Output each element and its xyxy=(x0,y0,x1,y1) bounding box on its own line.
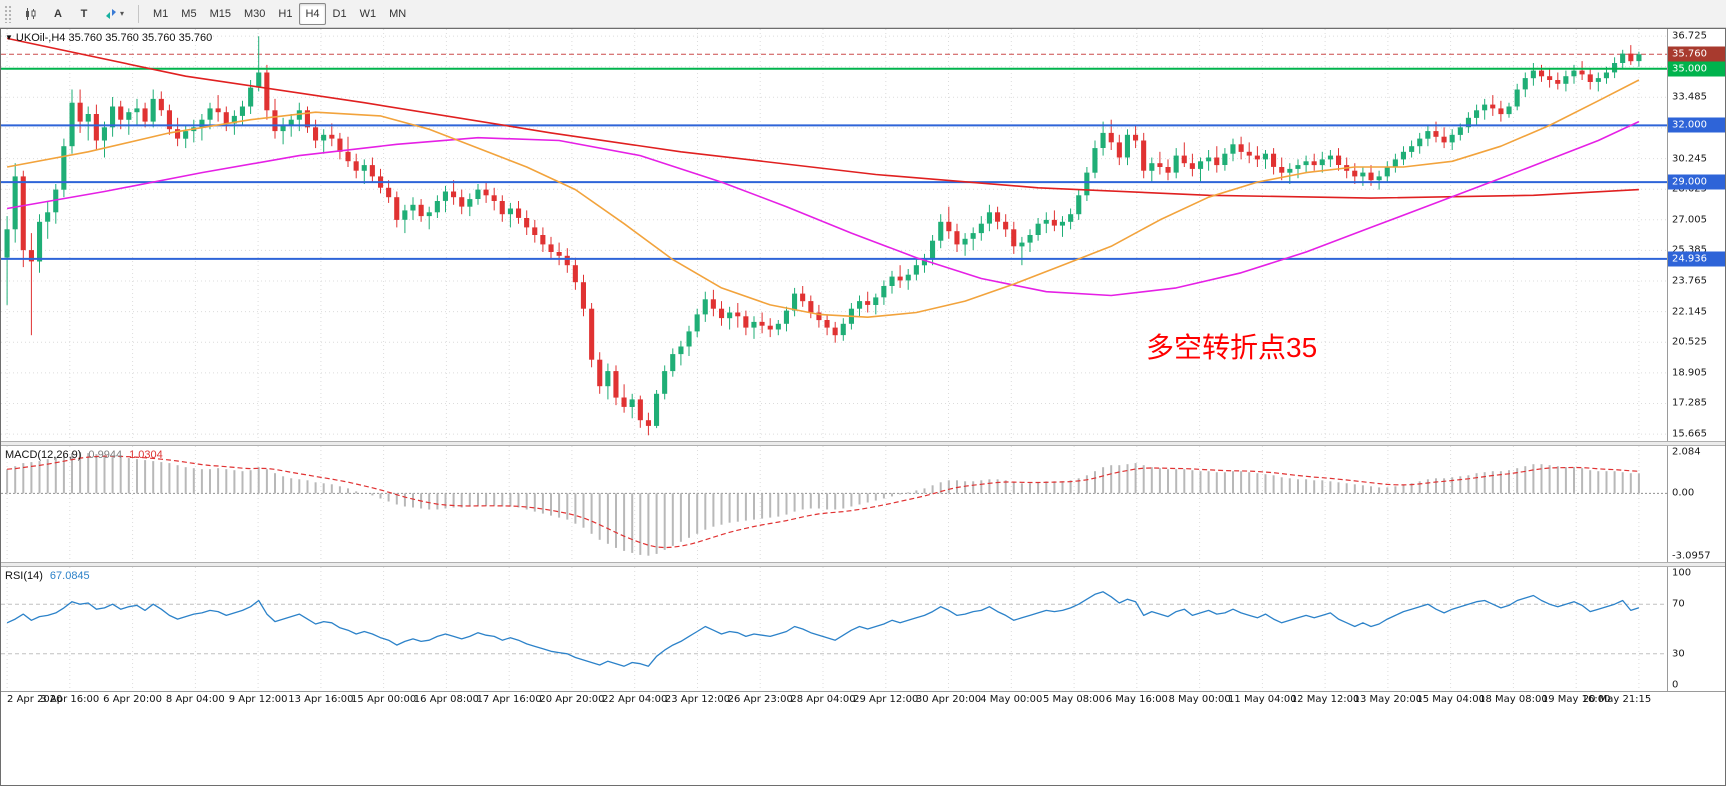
chart-type-button[interactable] xyxy=(18,3,44,25)
toolbar-separator xyxy=(138,4,140,23)
current-price-tag: 35.760 xyxy=(1668,46,1725,62)
time-label: 9 Apr 12:00 xyxy=(228,694,288,705)
time-label: 15 May 04:00 xyxy=(1416,694,1485,705)
chart-window: 36.72535.10533.48531.86530.24528.62527.0… xyxy=(0,28,1726,786)
macd-label: MACD(12,26,9) 0.9944 1.0304 xyxy=(5,449,163,461)
timeframe-m1[interactable]: M1 xyxy=(153,7,169,20)
price-tick: 36.725 xyxy=(1672,30,1707,42)
time-label: 13 May 20:00 xyxy=(1353,694,1423,705)
price-tick: 23.765 xyxy=(1672,275,1707,287)
arrows-icon xyxy=(106,8,116,19)
price-tick: 25.385 xyxy=(1672,245,1707,256)
time-label: 2 Apr 2020 xyxy=(7,694,63,705)
timeframe-mn[interactable]: MN xyxy=(389,7,407,20)
time-label: 3 Apr 16:00 xyxy=(40,694,100,705)
rsi-name: RSI(14) xyxy=(5,570,43,582)
hline-price-tag: 35.000 xyxy=(1668,61,1725,77)
rsi-pane: 100 70 30 0 RSI(14) 67.0845 xyxy=(1,567,1725,691)
time-label: 29 Apr 12:00 xyxy=(853,694,919,705)
symbol-label: UKOil-,H4 xyxy=(15,32,66,44)
time-label: 19 May 16:00 xyxy=(1541,694,1611,705)
price-tick: 27.005 xyxy=(1672,214,1707,226)
rsi-value: 67.0845 xyxy=(49,570,90,582)
bottom-spacer xyxy=(1,709,1725,785)
price-tick: 17.285 xyxy=(1672,397,1707,409)
time-label: 22 Apr 04:00 xyxy=(602,694,668,705)
symbol-ohlc-line: ▼ UKOil-,H4 35.760 35.760 35.760 35.760 xyxy=(5,32,212,44)
pane-separator-1[interactable] xyxy=(1,441,1725,446)
macd-canvas[interactable] xyxy=(1,446,1667,562)
text-tool-button[interactable]: T xyxy=(72,3,96,25)
timeframe-m15[interactable]: M15 xyxy=(209,7,231,20)
rsi-label: RSI(14) 67.0845 xyxy=(5,570,90,582)
time-label: 23 Apr 12:00 xyxy=(664,694,731,705)
time-label: 13 Apr 16:00 xyxy=(288,694,354,705)
time-label: 30 Apr 20:00 xyxy=(915,694,982,705)
time-label: 11 May 04:00 xyxy=(1228,694,1297,705)
time-label: 6 May 16:00 xyxy=(1105,694,1168,705)
arrow-tool-button[interactable]: A xyxy=(46,3,70,25)
symbol-dropdown-icon[interactable]: ▼ xyxy=(5,33,13,42)
timeframe-group: M1 M5 M15 M30 H1 H4 D1 W1 MN xyxy=(147,2,412,25)
macd-pane: 2.084 0.00 -3.0957 MACD(12,26,9) 0.9944 1.… xyxy=(1,446,1725,562)
rsi-axis-tick: 70 xyxy=(1672,598,1685,610)
rsi-canvas[interactable] xyxy=(1,567,1667,691)
main-chart-canvas[interactable] xyxy=(1,29,1667,441)
hline-price-tag: 29.000 xyxy=(1668,174,1725,190)
price-tick: 15.665 xyxy=(1672,428,1707,440)
time-label: 12 May 12:00 xyxy=(1290,694,1360,705)
timeframe-m30[interactable]: M30 xyxy=(243,7,266,20)
dropdown-caret-icon: ▾ xyxy=(120,9,125,18)
time-label: 8 Apr 04:00 xyxy=(165,694,225,705)
indicator-arrows-button[interactable]: ▾ xyxy=(98,3,130,25)
timeframe-d1[interactable]: D1 xyxy=(332,7,347,20)
rsi-axis-tick: 30 xyxy=(1672,648,1685,660)
price-tick: 18.905 xyxy=(1672,367,1707,379)
rsi-axis-tick: 100 xyxy=(1672,567,1692,579)
macd-axis-tick: 2.084 xyxy=(1672,446,1701,458)
time-label: 28 Apr 04:00 xyxy=(790,694,856,705)
time-label: 16 Apr 08:00 xyxy=(413,694,480,705)
time-label: 8 May 00:00 xyxy=(1168,694,1231,705)
time-label: 6 Apr 20:00 xyxy=(103,694,162,705)
timeframe-m5[interactable]: M5 xyxy=(181,7,197,20)
main-price-axis[interactable]: 36.72535.10533.48531.86530.24528.62527.0… xyxy=(1667,29,1725,441)
ohlc-values: 35.760 35.760 35.760 35.760 xyxy=(68,32,213,44)
candlestick-chart-icon xyxy=(26,7,36,20)
arrow-tool-label: A xyxy=(54,7,62,20)
macd-main-value: 0.9944 xyxy=(88,449,123,461)
hline-price-tag: 32.000 xyxy=(1668,117,1725,133)
macd-axis-tick: -3.0957 xyxy=(1672,550,1711,562)
macd-axis[interactable]: 2.084 0.00 -3.0957 xyxy=(1667,446,1725,562)
time-label: 18 May 08:00 xyxy=(1479,694,1548,705)
macd-name: MACD(12,26,9) xyxy=(5,449,82,461)
main-chart-pane: 36.72535.10533.48531.86530.24528.62527.0… xyxy=(1,29,1725,441)
toolbar: A T ▾ M1 M5 M15 M30 H1 H4 D1 W1 MN xyxy=(0,0,1726,28)
text-tool-label: T xyxy=(80,7,88,20)
time-label: 20 Apr 20:00 xyxy=(539,694,605,705)
time-label: 5 May 08:00 xyxy=(1042,694,1106,705)
macd-signal-value: 1.0304 xyxy=(129,449,163,461)
price-tick: 20.525 xyxy=(1672,336,1707,348)
timeframe-h1[interactable]: H1 xyxy=(278,7,293,20)
time-label: 15 Apr 00:00 xyxy=(351,694,417,705)
price-tick: 33.485 xyxy=(1672,91,1707,103)
chart-annotation-text: 多空转折点35 xyxy=(1146,332,1318,363)
hline-price-tag: 24.936 xyxy=(1668,251,1725,267)
rsi-axis-tick: 0 xyxy=(1672,679,1679,691)
pane-separator-2[interactable] xyxy=(1,562,1725,567)
timeframe-w1[interactable]: W1 xyxy=(359,7,377,20)
time-label: 4 May 00:00 xyxy=(980,694,1043,705)
time-axis[interactable]: 2 Apr 2020 3 Apr 16:00 6 Apr 20:00 8 Apr 04… xyxy=(1,691,1725,709)
price-tick: 22.145 xyxy=(1672,306,1707,318)
rsi-axis[interactable]: 100 70 30 0 xyxy=(1667,567,1725,691)
price-tick: 30.245 xyxy=(1672,153,1707,165)
macd-axis-tick: 0.00 xyxy=(1672,487,1695,499)
time-label: 20 May 21:15 xyxy=(1582,694,1652,705)
time-label: 17 Apr 16:00 xyxy=(476,694,542,705)
time-label: 26 Apr 23:00 xyxy=(727,694,793,705)
toolbar-grip[interactable] xyxy=(4,4,12,23)
timeframe-h4[interactable]: H4 xyxy=(299,2,326,25)
